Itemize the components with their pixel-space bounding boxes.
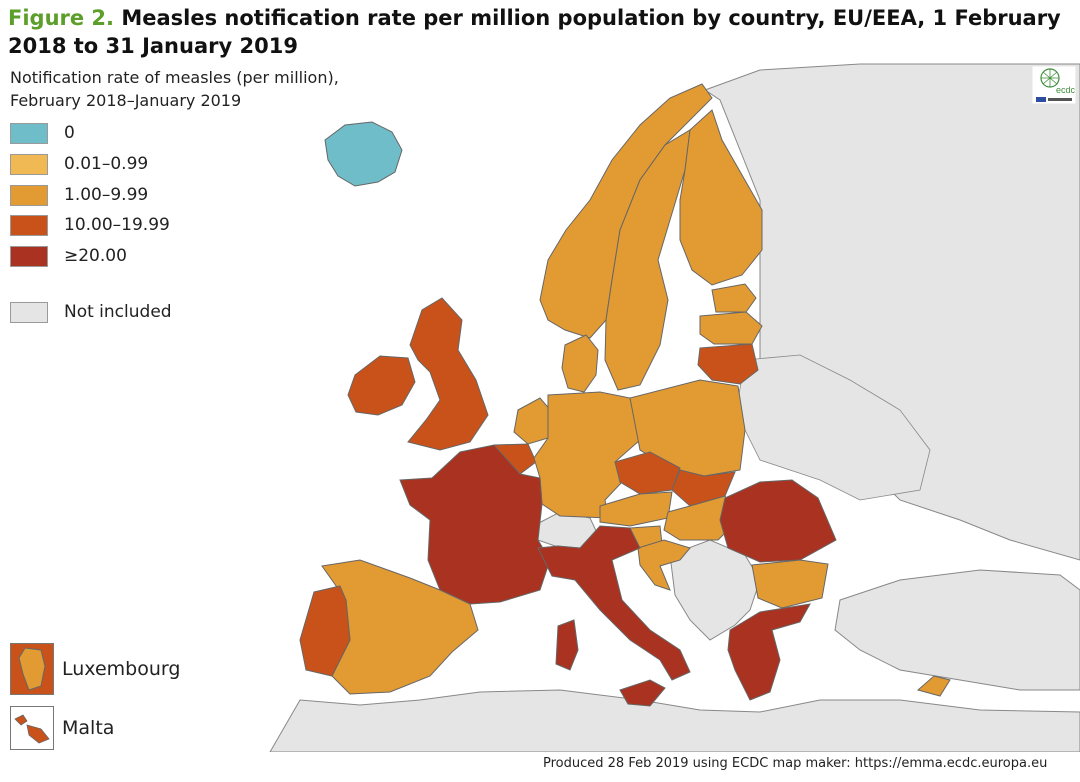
country-italy-sicily [619, 679, 666, 707]
legend-item-0: 0 [10, 122, 75, 144]
europe-map [0, 62, 1080, 752]
country-italy [537, 525, 691, 681]
legend-swatch [10, 184, 48, 206]
inset-label-luxembourg: Luxembourg [62, 658, 181, 680]
ecdc-logo-icon: ecdc [1031, 65, 1077, 105]
non-eu-turkey [834, 569, 1080, 691]
legend-item-3: 10.00–19.99 [10, 214, 170, 236]
inset-luxembourg [10, 643, 54, 695]
country-uk [407, 297, 489, 451]
legend-label: 1.00–9.99 [64, 185, 149, 205]
footer-credit: Produced 28 Feb 2019 using ECDC map make… [543, 756, 1048, 771]
legend-label: 10.00–19.99 [64, 215, 170, 235]
country-romania [719, 479, 837, 563]
legend-swatch [10, 301, 48, 323]
country-norway [539, 83, 713, 339]
legend-swatch [10, 122, 48, 144]
country-italy-sardinia [555, 619, 579, 671]
country-denmark [561, 334, 599, 393]
legend-swatch [10, 214, 48, 236]
legend-item-2: 1.00–9.99 [10, 184, 148, 206]
legend-item-not-included: Not included [10, 301, 172, 323]
legend-label: Not included [64, 302, 172, 322]
country-cyprus [916, 675, 951, 697]
legend-swatch [10, 245, 48, 267]
country-sweden [604, 129, 691, 391]
country-croatia [637, 539, 691, 591]
legend-swatch [10, 153, 48, 175]
luxembourg-inset-map [11, 644, 53, 694]
legend-title-line1: Notification rate of measles (per millio… [10, 68, 339, 87]
figure-title-text: Measles notification rate per million po… [8, 6, 1061, 58]
malta-inset-map [11, 707, 53, 749]
non-eu-north-africa [269, 689, 1080, 752]
country-portugal [299, 585, 351, 677]
country-ireland [347, 355, 416, 416]
figure-title: Figure 2. Measles notification rate per … [8, 4, 1068, 60]
country-iceland [324, 121, 403, 187]
legend-label: 0 [64, 123, 75, 143]
country-lithuania [697, 343, 759, 385]
legend-label: ≥20.00 [64, 246, 127, 266]
country-finland [679, 109, 763, 286]
legend-title-line2: February 2018–January 2019 [10, 91, 242, 110]
legend-title: Notification rate of measles (per millio… [10, 66, 339, 112]
legend-label: 0.01–0.99 [64, 154, 149, 174]
legend-item-4: ≥20.00 [10, 245, 127, 267]
country-bulgaria [751, 559, 829, 609]
figure-label: Figure 2. [8, 6, 115, 30]
legend-item-1: 0.01–0.99 [10, 153, 148, 175]
inset-malta [10, 706, 54, 750]
inset-label-malta: Malta [62, 717, 115, 739]
ecdc-logo-text: ecdc [1056, 85, 1076, 95]
country-estonia [711, 283, 757, 313]
country-greece [727, 603, 811, 701]
